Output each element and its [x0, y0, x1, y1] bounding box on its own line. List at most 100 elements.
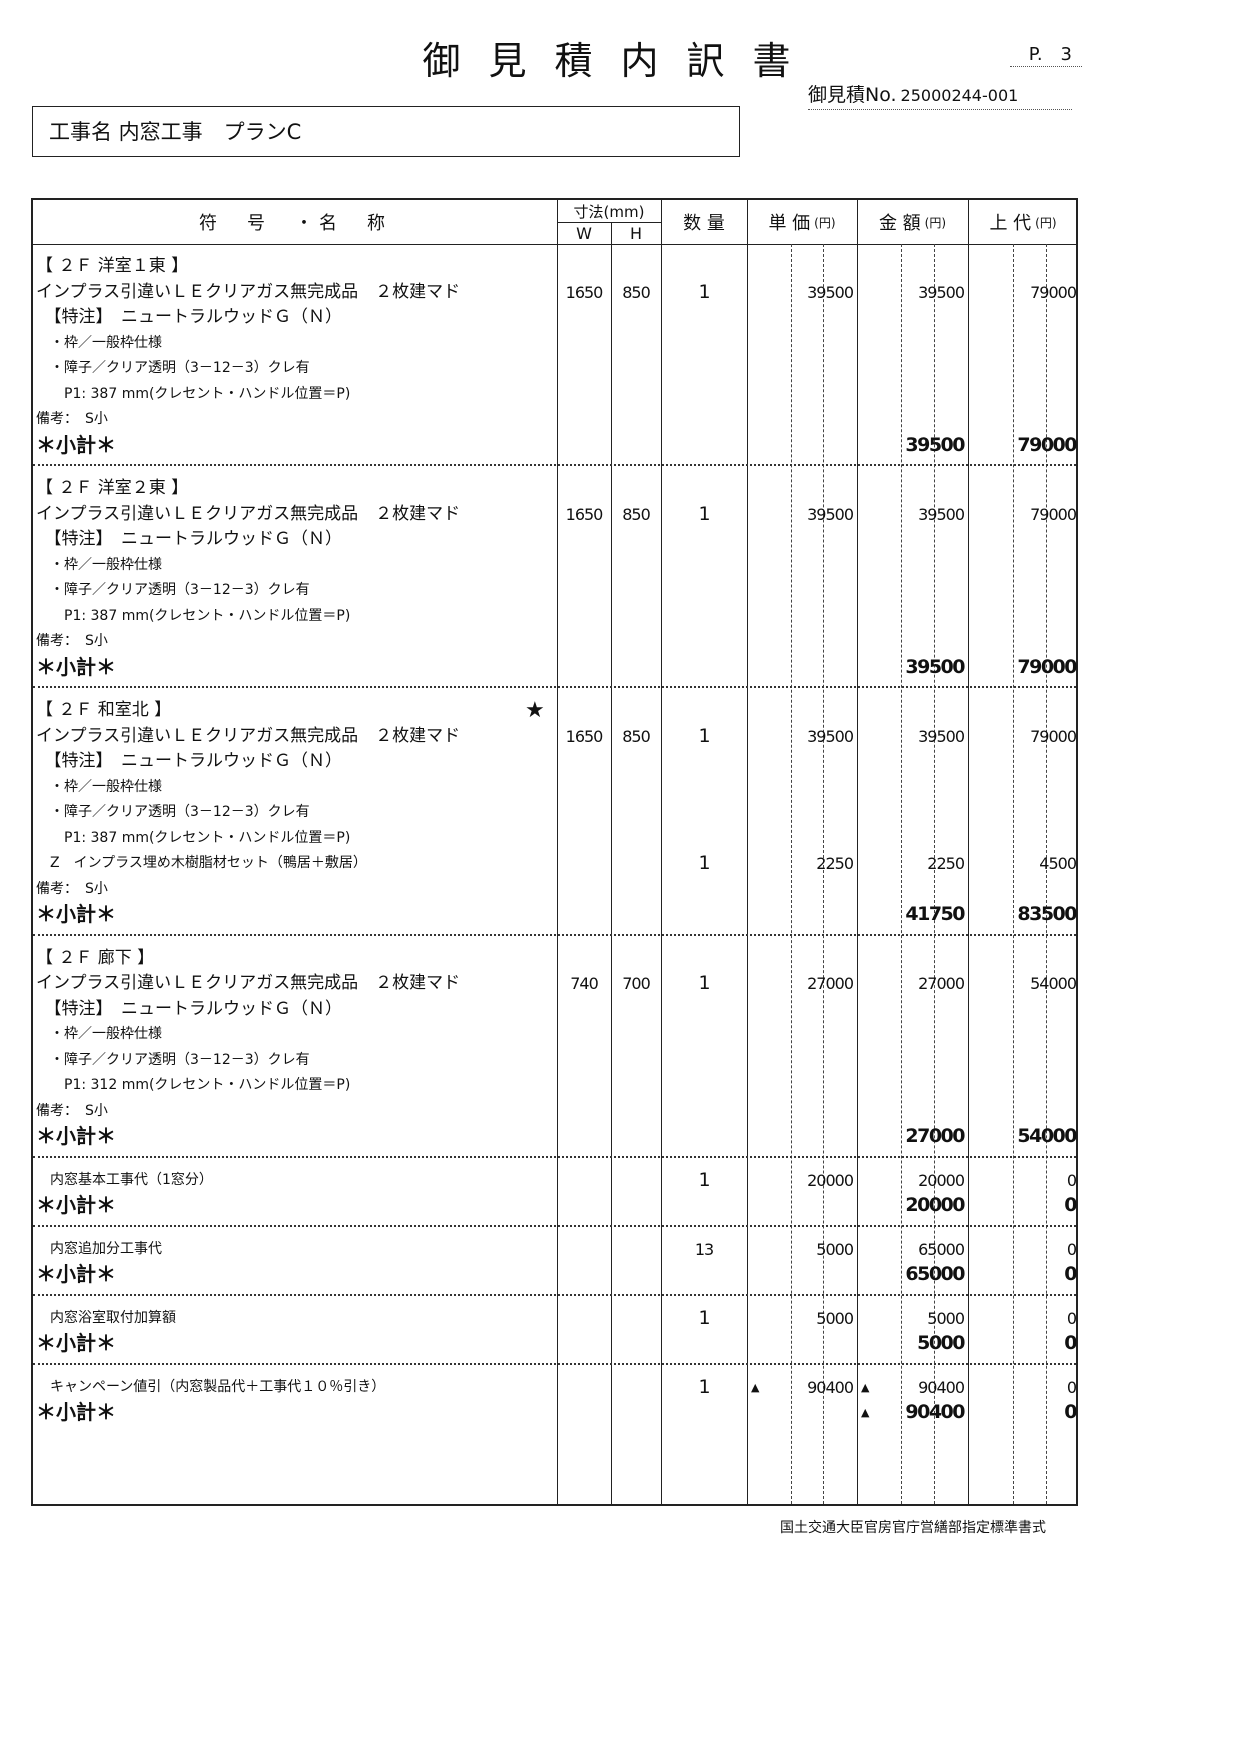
table-row: インプラス引違いＬＥクリアガス無完成品 ２枚建マド 740 700 1 27000 270…: [33, 971, 1077, 997]
subtotal-row: ＊小計＊ 39500 79000: [33, 655, 1078, 681]
table-section: 内窓基本工事代（1窓分） 1 20000 20000 0 ＊小計＊ 20000 0: [33, 1158, 1078, 1227]
qty-cell: 1: [698, 1375, 710, 1398]
qty-cell: 13: [694, 1239, 714, 1259]
item-name: P1: 387 mm(クレセント・ハンドル位置＝P): [36, 829, 351, 846]
item-name: 【特注】 ニュートラルウッドＧ（Ｎ）: [36, 998, 342, 1019]
unit-cell: 39500: [807, 504, 854, 524]
table-section: 【 ２Ｆ 和室北 】 ★ インプラス引違いＬＥクリアガス無完成品 ２枚建マド 1650…: [33, 688, 1078, 936]
retail-cell: 0: [1066, 1239, 1077, 1259]
table-section: 内窓追加分工事代 13 5000 65000 0 ＊小計＊ 65000 0: [33, 1227, 1078, 1296]
amount-cell: 65000: [918, 1239, 965, 1259]
qty-cell: 1: [698, 1306, 710, 1329]
table-row: ・枠／一般枠仕様: [33, 1022, 1076, 1048]
table-row: 【 ２Ｆ 洋室１東 】: [33, 254, 1076, 280]
table-row: P1: 387 mm(クレセント・ハンドル位置＝P): [33, 604, 1076, 630]
header-retail: 上 代 (円): [989, 213, 1057, 234]
negative-mark: ▲: [751, 1380, 760, 1394]
table-row: 【 ２Ｆ 廊下 】: [33, 946, 1076, 972]
item-name: 内窓浴室取付加算額: [36, 1309, 176, 1326]
amount-cell: 20000: [905, 1194, 965, 1216]
column-divider: [611, 222, 612, 1504]
digit-guide: [934, 244, 935, 1504]
table-row: ・障子／クリア透明（3－12－3）クレ有: [33, 1048, 1076, 1074]
qty-cell: 1: [698, 1168, 710, 1191]
item-name: ＊小計＊: [36, 1124, 116, 1148]
amount-cell: 65000: [905, 1263, 965, 1285]
item-name: 備考： S小: [36, 633, 108, 649]
table-section: 【 ２Ｆ 廊下 】インプラス引違いＬＥクリアガス無完成品 ２枚建マド 740 700…: [33, 936, 1078, 1158]
qty-cell: 1: [698, 724, 710, 747]
retail-cell: 83500: [1017, 903, 1077, 925]
page-title: 御見積内訳書: [422, 39, 819, 83]
retail-cell: 79000: [1030, 282, 1077, 302]
table-row: 備考： S小: [33, 629, 1076, 655]
qty-cell: 1: [698, 852, 710, 874]
column-divider: [661, 200, 662, 1504]
subtotal-row: ＊小計＊ 41750 83500: [33, 902, 1078, 928]
amount-cell: 20000: [918, 1170, 965, 1190]
table-row: ・障子／クリア透明（3－12－3）クレ有: [33, 578, 1076, 604]
retail-cell: 79000: [1017, 433, 1077, 456]
table-row: 【特注】 ニュートラルウッドＧ（Ｎ）: [33, 997, 1076, 1023]
unit-cell: 27000: [807, 974, 854, 993]
unit-cell: 5000: [816, 1308, 854, 1328]
table-row: ・障子／クリア透明（3－12－3）クレ有: [33, 800, 1076, 826]
item-name: インプラス引違いＬＥクリアガス無完成品 ２枚建マド: [36, 281, 461, 302]
amount-cell: 2250: [927, 854, 965, 873]
table-row: ・枠／一般枠仕様: [33, 775, 1076, 801]
item-name: 【 ２Ｆ 和室北 】: [36, 700, 172, 720]
qty-cell: 1: [698, 972, 710, 994]
header-w: W: [576, 223, 592, 243]
table-row: 【 ２Ｆ 洋室２東 】: [33, 476, 1076, 502]
unit-cell: 39500: [807, 726, 854, 746]
header-name: 符 号 ・名 称: [199, 213, 391, 234]
item-name: ＊小計＊: [36, 432, 116, 457]
table-row: 【特注】 ニュートラルウッドＧ（Ｎ）: [33, 527, 1076, 553]
negative-mark: ▲: [861, 1380, 870, 1394]
item-name: ＊小計＊: [36, 1400, 116, 1424]
table-row: 備考： S小: [33, 1099, 1076, 1125]
item-name: ・枠／一般枠仕様: [36, 334, 162, 351]
item-name: ・障子／クリア透明（3－12－3）クレ有: [36, 804, 310, 820]
item-name: 備考： S小: [36, 411, 108, 427]
item-name: ・障子／クリア透明（3－12－3）クレ有: [36, 360, 310, 376]
estimate-table: 符 号 ・名 称 寸法(mm) W H 数 量 単 価 (円) 金 額 (円) 上 …: [31, 198, 1078, 1506]
retail-cell: 0: [1064, 1194, 1077, 1216]
column-divider: [747, 200, 748, 1504]
amount-cell: 27000: [918, 974, 965, 993]
subtotal-row: ＊小計＊ 65000 0: [33, 1262, 1078, 1288]
table-row: ・枠／一般枠仕様: [33, 553, 1076, 579]
retail-cell: 0: [1064, 1332, 1077, 1354]
retail-cell: 79000: [1017, 655, 1077, 678]
table-row: 【 ２Ｆ 和室北 】 ★: [33, 698, 1076, 724]
table-row: 備考： S小: [33, 407, 1076, 433]
digit-guide: [1013, 244, 1014, 1504]
amount-cell: 39500: [905, 433, 965, 456]
item-name: インプラス引違いＬＥクリアガス無完成品 ２枚建マド: [36, 725, 461, 746]
subtotal-row: ＊小計＊ 27000 54000: [33, 1124, 1078, 1150]
item-name: 備考： S小: [36, 880, 108, 897]
item-name: 【特注】 ニュートラルウッドＧ（Ｎ）: [36, 529, 342, 549]
item-name: ＊小計＊: [36, 1331, 116, 1355]
table-row: キャンペーン値引（内窓製品代＋工事代１０％引き） 1 90400 ▲ 90400 ▲ 0: [33, 1375, 1077, 1401]
subtotal-row: ＊小計＊ 20000 0: [33, 1193, 1078, 1219]
estimate-number-label: 御見積No.: [808, 84, 897, 106]
item-name: 【特注】 ニュートラルウッドＧ（Ｎ）: [36, 751, 342, 771]
item-name: ・枠／一般枠仕様: [36, 778, 162, 795]
retail-cell: 79000: [1030, 504, 1077, 524]
retail-cell: 0: [1066, 1170, 1077, 1190]
header-h: H: [629, 223, 643, 243]
amount-cell: 90400: [918, 1377, 965, 1397]
item-name: ＊小計＊: [36, 902, 116, 926]
item-name: Z インプラス埋め木樹脂材セット（鴨居＋敷居）: [36, 855, 367, 871]
retail-cell: 0: [1066, 1377, 1077, 1397]
table-row: 内窓追加分工事代 13 5000 65000 0: [33, 1237, 1077, 1263]
item-name: 内窓追加分工事代: [36, 1240, 162, 1257]
retail-cell: 4500: [1039, 854, 1077, 873]
retail-cell: 0: [1064, 1263, 1077, 1285]
h-cell: 850: [622, 726, 651, 746]
table-row: ・枠／一般枠仕様: [33, 331, 1076, 357]
item-name: インプラス引違いＬＥクリアガス無完成品 ２枚建マド: [36, 503, 461, 524]
amount-cell: 5000: [927, 1308, 965, 1328]
